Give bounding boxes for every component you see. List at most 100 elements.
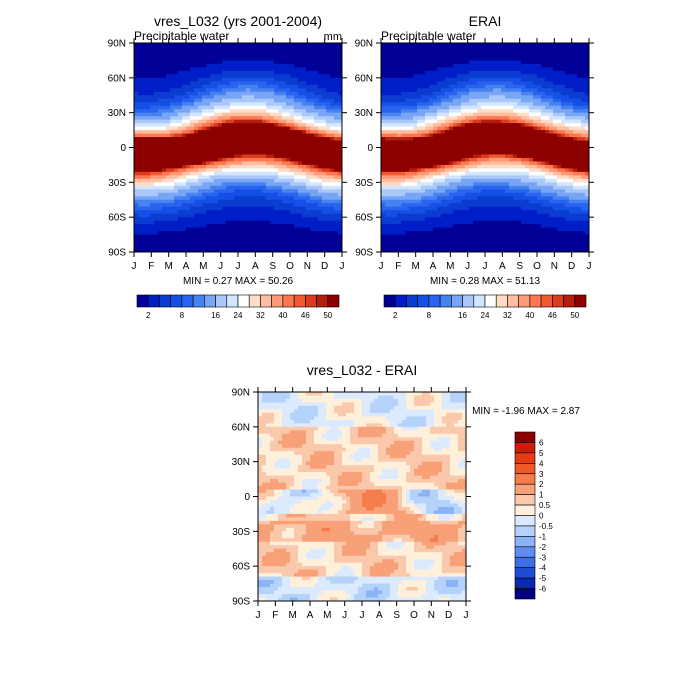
contour-cell: [294, 70, 299, 75]
contour-cell: [274, 171, 279, 176]
contour-cell: [178, 74, 183, 79]
contour-cell: [270, 70, 275, 75]
contour-cell: [170, 206, 175, 211]
contour-cell: [214, 109, 219, 114]
contour-cell: [218, 171, 223, 176]
contour-cell: [465, 60, 470, 65]
contour-cell: [150, 116, 155, 121]
contour-cell: [294, 175, 299, 180]
contour-cell: [417, 95, 422, 100]
contour-cell: [230, 60, 235, 65]
contour-cell: [389, 67, 394, 72]
contour-cell: [254, 105, 259, 110]
contour-cell: [521, 140, 526, 145]
contour-cell: [218, 248, 223, 252]
contour-cell: [134, 248, 139, 252]
contour-cell: [565, 95, 570, 100]
contour-cell: [529, 95, 534, 100]
contour-cell: [433, 112, 438, 117]
contour-cell: [178, 161, 183, 166]
contour-cell: [298, 95, 303, 100]
contour-cell: [525, 95, 530, 100]
contour-cell: [425, 67, 430, 72]
contour-cell: [509, 95, 514, 100]
contour-cell: [573, 77, 578, 82]
contour-cell: [334, 234, 339, 239]
contour-cell: [429, 137, 434, 142]
contour-cell: [146, 189, 151, 194]
contour-cell: [413, 63, 418, 68]
contour-cell: [282, 175, 287, 180]
contour-cell: [218, 116, 223, 121]
contour-cell: [146, 150, 151, 156]
contour-cell: [230, 168, 235, 173]
contour-cell: [270, 95, 275, 100]
contour-cell: [525, 119, 530, 124]
contour-cell: [250, 164, 255, 169]
contour-cell: [302, 199, 307, 204]
contour-cell: [493, 154, 498, 159]
contour-cell: [385, 133, 390, 138]
contour-cell: [190, 105, 195, 110]
contour-cell: [310, 171, 315, 176]
contour-cell: [218, 63, 223, 68]
contour-cell: [314, 116, 319, 121]
contour-cell: [266, 60, 271, 65]
contour-cell: [266, 213, 271, 218]
contour-cell: [561, 74, 566, 79]
contour-cell: [202, 109, 207, 114]
contour-cell: [146, 98, 151, 103]
contour-cell: [226, 196, 231, 201]
contour-cell: [421, 116, 426, 121]
contour-cell: [262, 133, 267, 138]
contour-cell: [154, 74, 159, 79]
contour-cell: [202, 161, 207, 166]
contour-cell: [525, 133, 530, 138]
contour-cell: [214, 46, 219, 51]
contour-cell: [573, 140, 578, 145]
contour-cell: [389, 53, 394, 58]
contour-cell: [214, 63, 219, 68]
contour-cell: [389, 105, 394, 110]
contour-cell: [489, 60, 494, 65]
contour-cell: [194, 154, 199, 159]
contour-cell: [258, 67, 263, 72]
contour-cell: [302, 210, 307, 215]
contour-cell: [541, 43, 546, 48]
contour-cell: [553, 109, 558, 114]
contour-cell: [274, 220, 279, 225]
contour-cell: [246, 88, 251, 93]
contour-cell: [262, 43, 267, 48]
contour-cell: [142, 157, 147, 163]
contour-cell: [290, 133, 295, 138]
contour-cell: [146, 224, 151, 229]
contour-cell: [262, 154, 267, 159]
contour-cell: [338, 105, 342, 110]
contour-cell: [230, 133, 235, 138]
contour-cell: [250, 227, 255, 232]
contour-cell: [425, 147, 430, 152]
contour-cell: [238, 49, 243, 55]
contour-cell: [326, 182, 331, 187]
contour-cell: [198, 63, 203, 68]
contour-cell: [222, 102, 227, 107]
contour-cell: [314, 63, 319, 68]
contour-cell: [222, 84, 227, 89]
contour-cell: [250, 102, 255, 107]
contour-cell: [573, 123, 578, 128]
contour-cell: [302, 130, 307, 135]
contour-cell: [489, 88, 494, 93]
contour-cell: [413, 109, 418, 114]
contour-cell: [286, 91, 291, 96]
contour-cell: [158, 178, 163, 183]
contour-cell: [206, 98, 211, 103]
contour-cell: [234, 178, 239, 183]
contour-cell: [146, 164, 151, 169]
contour-cell: [274, 175, 279, 180]
contour-cell: [401, 147, 406, 152]
contour-cell: [445, 123, 450, 128]
contour-cell: [330, 248, 335, 252]
contour-cell: [385, 95, 390, 100]
contour-cell: [529, 88, 534, 93]
contour-cell: [190, 238, 195, 243]
